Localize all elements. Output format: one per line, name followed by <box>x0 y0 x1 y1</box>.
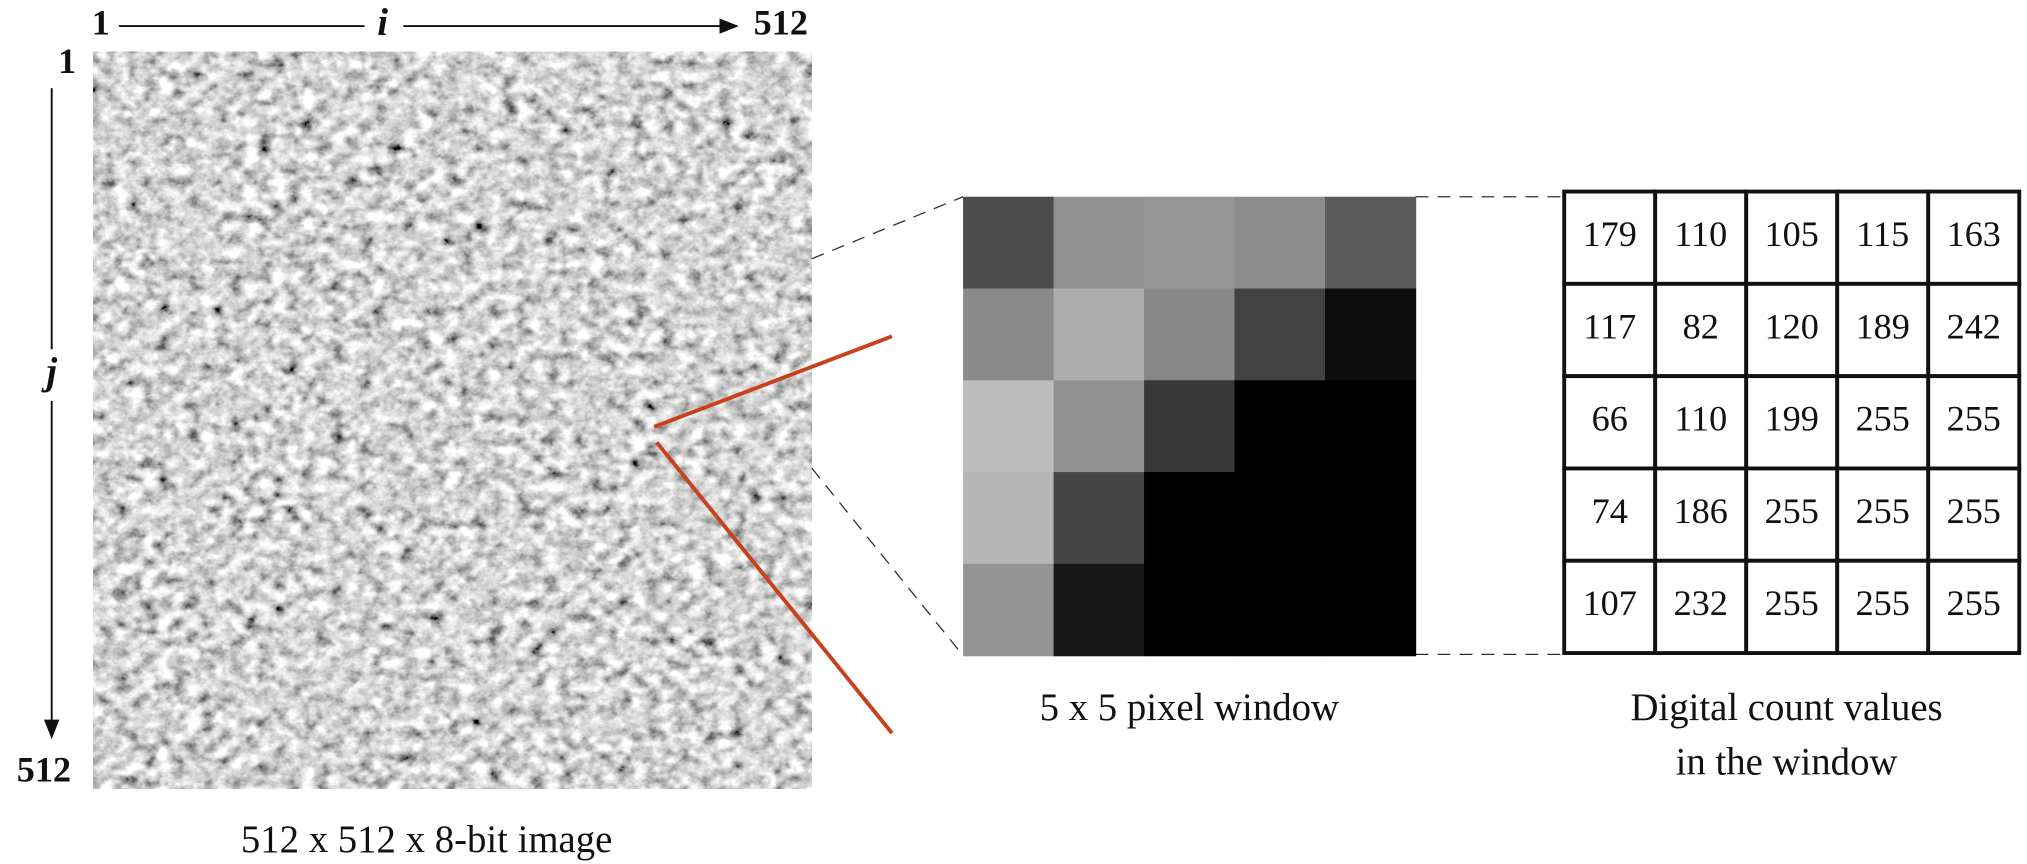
cell-value: 163 <box>1947 214 2001 254</box>
cell-value: 255 <box>1856 583 1910 623</box>
pixel <box>1235 564 1326 656</box>
dashed-connector <box>812 197 963 259</box>
cell-value: 242 <box>1947 306 2001 346</box>
cell-value: 117 <box>1583 306 1636 346</box>
pixel <box>963 472 1054 564</box>
i-label: i <box>377 1 388 44</box>
pixel <box>1235 197 1326 289</box>
cell-value: 255 <box>1856 491 1910 531</box>
pixel <box>1144 289 1235 381</box>
dashed-connector <box>812 468 963 655</box>
cell-value: 255 <box>1765 583 1819 623</box>
pixel <box>1325 380 1416 472</box>
pixel <box>1325 472 1416 564</box>
j-label: j <box>40 350 57 393</box>
cell-value: 232 <box>1674 583 1728 623</box>
cell-value: 115 <box>1856 214 1909 254</box>
pixel <box>1144 472 1235 564</box>
cell-value: 107 <box>1583 583 1637 623</box>
satellite-texture <box>93 52 812 789</box>
pixel <box>1235 289 1326 381</box>
cell-value: 66 <box>1592 399 1628 439</box>
table-caption: Digital count values <box>1630 686 1942 729</box>
pixel <box>1325 289 1416 381</box>
cell-value: 186 <box>1674 491 1728 531</box>
cell-value: 255 <box>1856 399 1910 439</box>
pixel <box>1054 472 1145 564</box>
pixel <box>1235 380 1326 472</box>
cell-value: 110 <box>1674 214 1727 254</box>
cell-value: 255 <box>1947 399 2001 439</box>
pixel <box>963 564 1054 656</box>
image-caption: 512 x 512 x 8-bit image <box>241 818 612 861</box>
pixel <box>1325 564 1416 656</box>
pixel <box>1325 197 1416 289</box>
j-start: 1 <box>58 41 76 81</box>
i-end: 512 <box>754 2 808 42</box>
pixel <box>1054 380 1145 472</box>
pixel <box>1054 564 1145 656</box>
cell-value: 189 <box>1856 306 1910 346</box>
pixel <box>963 197 1054 289</box>
cell-value: 105 <box>1765 214 1819 254</box>
cell-value: 199 <box>1765 399 1819 439</box>
pixel <box>1235 472 1326 564</box>
pixel <box>1054 289 1145 381</box>
cell-value: 74 <box>1592 491 1628 531</box>
pixel-window <box>963 197 1416 657</box>
table-caption: in the window <box>1676 740 1898 783</box>
j-end: 512 <box>17 750 71 790</box>
window-caption: 5 x 5 pixel window <box>1040 686 1339 729</box>
cell-value: 120 <box>1765 306 1819 346</box>
cell-value: 255 <box>1947 583 2001 623</box>
cell-value: 110 <box>1674 399 1727 439</box>
pixel <box>1054 197 1145 289</box>
pixel <box>1144 380 1235 472</box>
cell-value: 255 <box>1765 491 1819 531</box>
pixel <box>1144 197 1235 289</box>
cell-value: 82 <box>1683 306 1719 346</box>
cell-value: 255 <box>1947 491 2001 531</box>
cell-value: 179 <box>1583 214 1637 254</box>
count-table: 179 110 105 115 163 117 82 120 189 242 66 110 199 255… <box>1564 192 2019 654</box>
pixel <box>1144 564 1235 656</box>
i-start: 1 <box>92 2 110 42</box>
pixel <box>963 380 1054 472</box>
pixel <box>963 289 1054 381</box>
figure: 1 i 512 1 j 512 512 x 512 x 8-bit image … <box>0 0 2027 864</box>
